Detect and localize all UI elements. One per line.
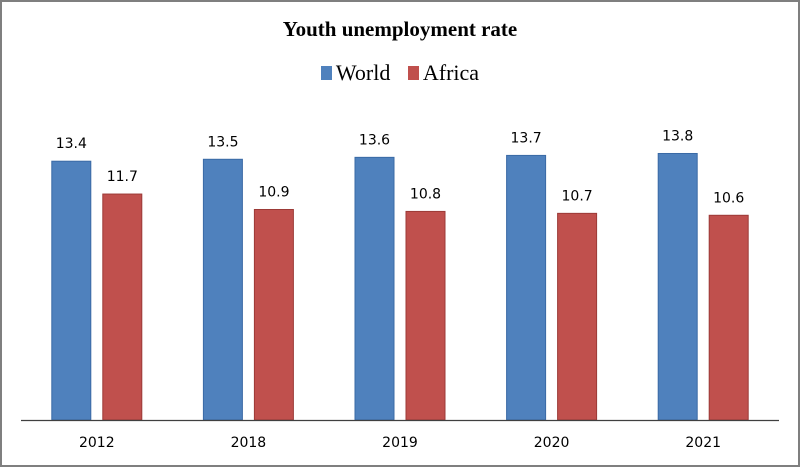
data-label-africa-2021: 10.6	[713, 190, 744, 206]
data-label-world-2019: 13.6	[359, 132, 390, 148]
legend-item-africa: Africa	[407, 60, 480, 86]
bar-africa-2021	[708, 214, 749, 421]
data-label-world-2020: 13.7	[511, 130, 542, 146]
bar-world-2018	[202, 158, 243, 421]
x-tick-label-2021: 2021	[685, 435, 721, 451]
data-label-world-2021: 13.8	[662, 128, 693, 144]
legend-label-world: World	[335, 60, 391, 85]
bar-world-2012	[51, 160, 92, 421]
bar-world-2021	[657, 152, 698, 421]
x-tick-label-2020: 2020	[534, 435, 570, 451]
bar-africa-2019	[405, 210, 446, 421]
data-label-world-2018: 13.5	[207, 134, 238, 150]
x-tick-label-2019: 2019	[382, 435, 418, 451]
legend: World Africa	[2, 60, 798, 86]
bar-africa-2012	[102, 193, 143, 421]
legend-swatch-world	[320, 66, 332, 80]
bar-africa-2018	[253, 208, 294, 421]
legend-swatch-africa	[407, 66, 419, 80]
bar-africa-2020	[557, 212, 598, 421]
data-label-africa-2012: 11.7	[107, 169, 138, 185]
legend-item-world: World	[320, 60, 391, 86]
chart-title: Youth unemployment rate	[282, 17, 518, 41]
data-label-africa-2018: 10.9	[258, 184, 289, 200]
x-tick-label-2018: 2018	[231, 435, 267, 451]
legend-label-africa: Africa	[422, 60, 480, 85]
data-label-africa-2020: 10.7	[562, 188, 593, 204]
bar-world-2020	[506, 154, 547, 421]
data-label-africa-2019: 10.8	[410, 186, 441, 202]
bar-world-2019	[354, 156, 395, 421]
data-label-world-2012: 13.4	[56, 136, 87, 152]
x-tick-label-2012: 2012	[79, 435, 115, 451]
